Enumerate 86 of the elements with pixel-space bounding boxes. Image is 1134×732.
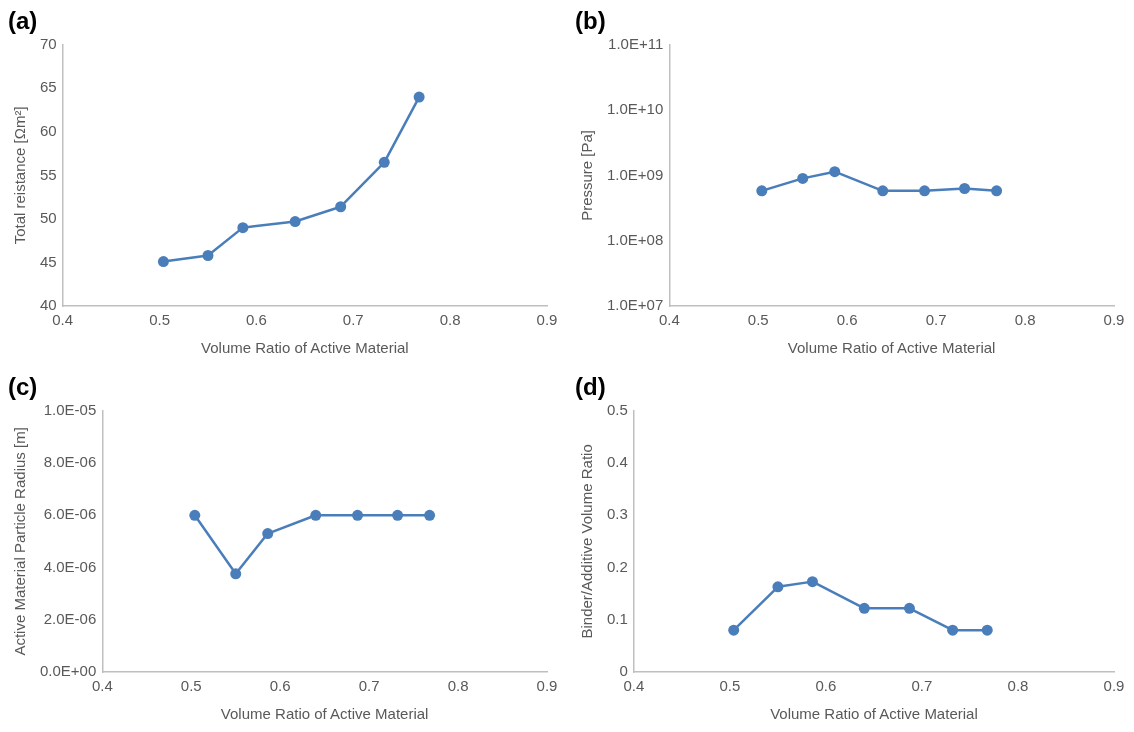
x-tick-label: 0.5 [747,311,769,329]
x-axis-title: Volume Ratio of Active Material [220,705,429,723]
x-tick-label: 0.6 [245,311,267,329]
x-tick-label: 0.8 [1007,677,1029,695]
x-tick-label: 0.9 [536,677,558,695]
point [413,91,425,103]
chart-title: (a) [8,7,38,35]
y-tick-label: 0.0E+00 [39,662,97,680]
point [289,216,301,228]
point [189,509,201,521]
y-tick-label: 65 [40,78,57,96]
y-tick-label: 1.0E+08 [606,230,664,248]
point [157,256,169,268]
x-tick-label: 0.7 [911,677,933,695]
point [424,509,436,521]
point [352,509,364,521]
x-tick-label: 0.9 [1103,677,1125,695]
point [981,624,993,636]
point [903,602,915,614]
y-tick-label: 55 [40,165,57,183]
point [202,250,214,261]
y-tick-label: 0.3 [606,505,628,523]
x-tick-label: 0.8 [1014,311,1036,329]
y-tick-label: 1.0E+10 [606,100,664,118]
y-tick-label: 0.4 [606,453,628,471]
x-tick-label: 0.6 [836,311,858,329]
y-tick-label: 40 [40,296,57,314]
point [991,185,1003,197]
y-tick-label: 0 [619,662,628,680]
y-tick-label: 6.0E-06 [43,505,97,523]
y-tick-label: 0.5 [606,400,628,418]
x-tick-label: 0.6 [269,677,291,695]
y-tick-label: 0.2 [606,557,628,575]
x-tick-label: 0.4 [91,677,113,695]
chart-title: (b) [575,7,606,35]
point [947,624,959,636]
point [378,156,390,168]
x-tick-label: 0.5 [719,677,741,695]
chart-title: (d) [575,373,606,401]
point [728,624,740,636]
x-tick-label: 0.6 [815,677,837,695]
y-tick-label: 2.0E-06 [43,609,97,627]
point [858,602,870,614]
y-tick-label: 8.0E-06 [43,453,97,471]
point [959,183,971,194]
point [310,509,322,521]
point [237,222,249,234]
chart-title: (c) [8,373,38,401]
y-axis-title: Pressure [Pa] [578,129,596,221]
x-axis-title: Volume Ratio of Active Material [201,339,409,357]
point [335,201,347,213]
point [806,576,818,588]
x-tick-label: 0.5 [180,677,202,695]
x-axis-title: Volume Ratio of Active Material [787,339,996,357]
point [797,172,809,184]
y-tick-label: 0.1 [606,609,628,627]
y-tick-label: 1.0E-05 [43,400,97,418]
x-tick-label: 0.5 [149,311,170,329]
point [756,185,768,197]
point [919,185,931,197]
point [392,509,404,521]
x-tick-label: 0.8 [439,311,461,329]
point [829,166,841,178]
x-tick-label: 0.9 [1103,311,1125,329]
point [877,185,889,197]
y-tick-label: 1.0E+11 [608,34,664,52]
y-tick-label: 1.0E+09 [606,165,664,183]
y-tick-label: 50 [40,209,57,227]
x-tick-label: 0.8 [447,677,469,695]
y-axis-title: Total reistance [Ωm²] [11,106,29,245]
point [230,568,242,580]
x-tick-label: 0.7 [358,677,380,695]
y-tick-label: 70 [40,34,57,52]
y-axis-title: Active Material Particle Radius [m] [11,427,29,656]
y-tick-label: 1.0E+07 [606,296,664,314]
y-tick-label: 45 [40,252,57,270]
point [262,528,274,540]
x-tick-label: 0.4 [658,311,680,329]
y-axis-title: Binder/Additive Volume Ratio [578,444,596,639]
point [772,581,784,593]
x-tick-label: 0.7 [342,311,364,329]
x-tick-label: 0.9 [536,311,558,329]
y-tick-label: 60 [40,122,57,140]
x-tick-label: 0.7 [925,311,947,329]
y-tick-label: 4.0E-06 [43,557,97,575]
x-axis-title: Volume Ratio of Active Material [770,705,978,723]
